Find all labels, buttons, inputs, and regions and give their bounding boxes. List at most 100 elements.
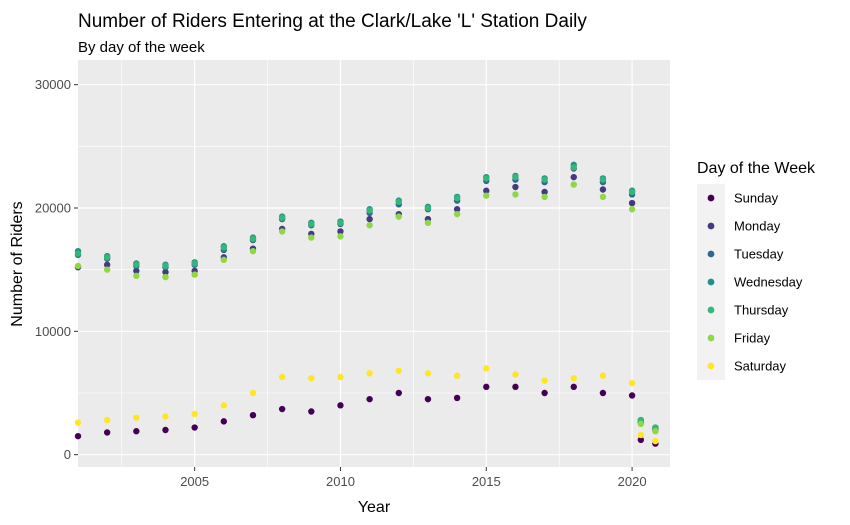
point-monday xyxy=(162,268,169,276)
point-friday xyxy=(599,193,607,201)
point-friday xyxy=(424,219,432,226)
point-monday xyxy=(483,187,490,194)
legend-marker-saturday xyxy=(707,362,715,370)
point-friday xyxy=(103,266,111,273)
point-monday xyxy=(541,188,548,196)
point-sunday xyxy=(74,432,82,440)
point-friday xyxy=(74,262,82,270)
point-friday xyxy=(249,247,257,255)
point-sunday xyxy=(337,402,344,409)
point-sunday xyxy=(628,392,636,399)
legend-label-wednesday: Wednesday xyxy=(734,275,803,290)
point-thursday xyxy=(74,250,82,257)
point-saturday xyxy=(133,414,140,421)
point-sunday xyxy=(599,389,607,397)
point-saturday xyxy=(220,402,228,409)
point-saturday xyxy=(278,373,286,381)
point-saturday xyxy=(162,413,169,420)
point-saturday xyxy=(103,416,111,424)
point-friday xyxy=(308,234,315,241)
point-thursday xyxy=(599,176,607,183)
point-thursday xyxy=(483,175,490,182)
point-monday xyxy=(453,206,461,213)
y-tick-label: 20000 xyxy=(35,201,71,216)
point-sunday xyxy=(308,408,315,415)
y-axis-title: Number of Riders xyxy=(9,201,26,326)
y-axis-ticks: 0 10000 20000 30000 xyxy=(35,77,78,462)
point-thursday xyxy=(570,164,577,171)
point-monday xyxy=(599,186,607,193)
point-sunday xyxy=(512,383,519,391)
legend-label-thursday: Thursday xyxy=(734,303,789,318)
point-friday xyxy=(637,420,645,428)
point-thursday xyxy=(308,220,315,228)
legend-marker-friday xyxy=(707,334,715,342)
x-tick-label: 2020 xyxy=(618,474,647,489)
point-monday xyxy=(512,183,519,191)
y-tick-label: 30000 xyxy=(35,77,71,92)
point-saturday xyxy=(74,419,82,426)
legend-label-friday: Friday xyxy=(734,331,771,346)
plot-panel xyxy=(78,60,670,467)
point-saturday xyxy=(570,375,577,382)
point-saturday xyxy=(483,365,490,372)
point-saturday xyxy=(308,375,315,382)
point-saturday xyxy=(249,389,257,397)
point-saturday xyxy=(541,377,548,384)
point-monday xyxy=(337,228,344,235)
legend-marker-thursday xyxy=(707,306,715,314)
point-friday xyxy=(162,273,169,281)
x-axis-title: Year xyxy=(358,499,391,516)
chart-title: Number of Riders Entering at the Clark/L… xyxy=(78,11,587,32)
point-sunday xyxy=(191,424,198,431)
point-monday xyxy=(366,215,373,223)
point-friday xyxy=(278,228,286,235)
legend: Sunday Monday Tuesday Wednesday Thursday Frid… xyxy=(697,184,803,380)
point-saturday xyxy=(366,370,373,377)
legend-marker-tuesday xyxy=(707,250,715,258)
point-sunday xyxy=(133,428,140,435)
point-thursday xyxy=(162,262,169,270)
point-thursday xyxy=(395,198,402,206)
point-thursday xyxy=(512,173,519,181)
point-monday xyxy=(570,173,577,181)
point-sunday xyxy=(220,418,228,425)
point-friday xyxy=(541,193,548,201)
point-sunday xyxy=(249,412,257,419)
legend-label-tuesday: Tuesday xyxy=(734,247,784,262)
grid-lines xyxy=(78,60,670,467)
point-thursday xyxy=(424,204,432,212)
legend-marker-sunday xyxy=(707,194,715,202)
point-sunday xyxy=(366,395,373,403)
point-saturday xyxy=(599,372,607,379)
point-friday xyxy=(453,210,461,218)
point-sunday xyxy=(278,405,286,413)
point-sunday xyxy=(103,429,111,436)
point-friday xyxy=(628,206,636,213)
legend-title: Day of the Week xyxy=(697,160,816,177)
point-monday xyxy=(628,199,636,207)
point-saturday xyxy=(628,379,636,387)
point-friday xyxy=(133,272,140,280)
point-friday xyxy=(337,233,344,240)
point-sunday xyxy=(162,426,169,434)
point-thursday xyxy=(220,244,228,251)
point-sunday xyxy=(637,436,645,444)
point-friday xyxy=(191,271,198,278)
point-friday xyxy=(483,192,490,199)
point-saturday xyxy=(652,437,659,445)
point-thursday xyxy=(133,261,140,268)
point-thursday xyxy=(103,254,111,261)
point-monday xyxy=(103,261,111,268)
point-saturday xyxy=(512,371,519,378)
legend-marker-monday xyxy=(707,222,715,230)
point-sunday xyxy=(424,395,432,403)
point-friday xyxy=(512,191,519,198)
point-thursday xyxy=(628,188,636,196)
point-saturday xyxy=(453,372,461,379)
point-saturday xyxy=(424,370,432,377)
y-tick-label: 0 xyxy=(64,447,71,462)
point-monday xyxy=(133,267,140,275)
data-points xyxy=(74,161,659,447)
